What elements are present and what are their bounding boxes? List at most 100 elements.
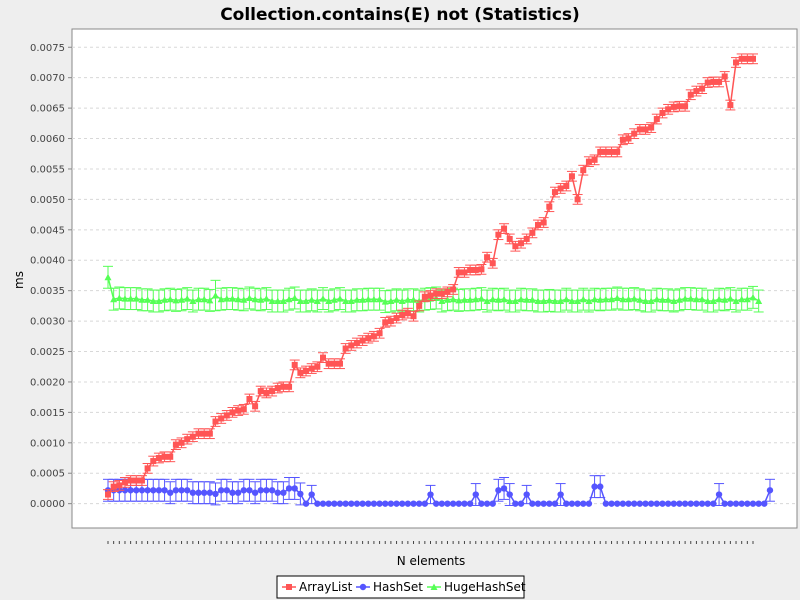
x-axis-label: N elements bbox=[397, 554, 466, 568]
data-point bbox=[755, 297, 763, 305]
data-point bbox=[699, 85, 706, 92]
data-point bbox=[461, 500, 468, 507]
data-point bbox=[245, 294, 253, 301]
data-point bbox=[116, 482, 123, 489]
data-point bbox=[455, 269, 462, 276]
data-point bbox=[200, 489, 208, 496]
data-point bbox=[687, 91, 694, 98]
data-point bbox=[132, 295, 140, 302]
data-point bbox=[161, 487, 168, 494]
data-point bbox=[115, 294, 123, 301]
data-point bbox=[710, 500, 717, 507]
data-point bbox=[155, 297, 163, 305]
data-point bbox=[285, 295, 293, 303]
data-point bbox=[704, 297, 712, 305]
data-point bbox=[738, 500, 745, 507]
data-point bbox=[262, 295, 270, 302]
data-point bbox=[330, 296, 338, 303]
data-point bbox=[370, 295, 378, 303]
data-point bbox=[687, 500, 694, 507]
data-point bbox=[150, 487, 157, 494]
y-tick-label: 0.0030 bbox=[30, 317, 65, 328]
legend-label: HugeHashSet bbox=[444, 580, 526, 594]
data-point bbox=[235, 407, 242, 414]
data-point bbox=[523, 491, 530, 498]
data-point bbox=[347, 297, 355, 305]
data-point bbox=[404, 500, 412, 507]
data-point bbox=[743, 295, 751, 303]
data-point bbox=[353, 296, 361, 303]
data-point bbox=[642, 500, 649, 507]
data-point bbox=[585, 158, 592, 165]
data-point bbox=[280, 489, 287, 496]
data-point bbox=[263, 487, 270, 494]
data-point bbox=[733, 59, 740, 66]
data-point bbox=[376, 500, 383, 507]
data-point bbox=[563, 183, 570, 190]
data-point bbox=[319, 295, 327, 302]
data-point bbox=[721, 73, 728, 80]
data-point bbox=[342, 297, 350, 305]
data-point bbox=[608, 148, 615, 155]
data-point bbox=[523, 235, 530, 242]
data-point bbox=[443, 296, 451, 303]
data-point bbox=[161, 453, 168, 460]
data-point bbox=[257, 487, 264, 494]
data-point bbox=[557, 185, 564, 192]
plot-area bbox=[71, 28, 798, 529]
series-HugeHashSet bbox=[103, 265, 764, 314]
data-point bbox=[234, 489, 242, 496]
data-point bbox=[500, 485, 508, 492]
data-point bbox=[297, 369, 304, 376]
data-point bbox=[546, 203, 553, 210]
data-point bbox=[172, 487, 180, 494]
data-point bbox=[675, 296, 683, 303]
data-point bbox=[399, 500, 406, 507]
data-point bbox=[738, 55, 745, 62]
data-point bbox=[597, 148, 604, 155]
x-axis-ticks bbox=[107, 541, 754, 544]
legend-item-ArrayList: ArrayList bbox=[282, 580, 353, 594]
data-point bbox=[608, 295, 616, 303]
data-point bbox=[268, 487, 276, 494]
data-point bbox=[529, 229, 536, 236]
data-point bbox=[472, 295, 480, 303]
data-point bbox=[269, 388, 276, 395]
data-point bbox=[749, 500, 757, 507]
data-point bbox=[376, 330, 383, 337]
legend-item-HugeHashSet: HugeHashSet bbox=[427, 580, 526, 594]
y-axis: 0.0000 0.0005 0.0010 0.0015 0.0020 0.0025 0.00… bbox=[30, 43, 72, 510]
data-point bbox=[500, 295, 508, 303]
y-tick-label: 0.0025 bbox=[30, 347, 65, 358]
y-tick-label: 0.0035 bbox=[30, 286, 65, 297]
data-point bbox=[585, 297, 593, 305]
data-point bbox=[246, 395, 253, 402]
data-point bbox=[738, 295, 746, 303]
data-point bbox=[614, 148, 621, 155]
data-point bbox=[438, 500, 446, 507]
data-point bbox=[647, 297, 655, 305]
data-point bbox=[568, 500, 576, 507]
data-point bbox=[659, 109, 666, 116]
data-point bbox=[664, 296, 672, 303]
data-point bbox=[732, 500, 740, 507]
data-point bbox=[710, 78, 717, 85]
data-point bbox=[670, 297, 678, 305]
data-point bbox=[721, 500, 728, 507]
data-point bbox=[138, 477, 145, 484]
data-point bbox=[161, 296, 169, 303]
data-point bbox=[535, 221, 541, 228]
data-point bbox=[597, 483, 604, 490]
data-point bbox=[320, 354, 326, 361]
data-point bbox=[314, 500, 321, 507]
data-point bbox=[189, 489, 197, 496]
y-tick-label: 0.0060 bbox=[30, 134, 65, 145]
data-point bbox=[336, 295, 344, 302]
data-point bbox=[172, 296, 180, 304]
data-point bbox=[489, 260, 496, 267]
data-point bbox=[404, 310, 411, 317]
data-point bbox=[325, 500, 332, 507]
data-point bbox=[557, 491, 564, 498]
data-point bbox=[393, 296, 401, 303]
data-point bbox=[263, 389, 270, 396]
